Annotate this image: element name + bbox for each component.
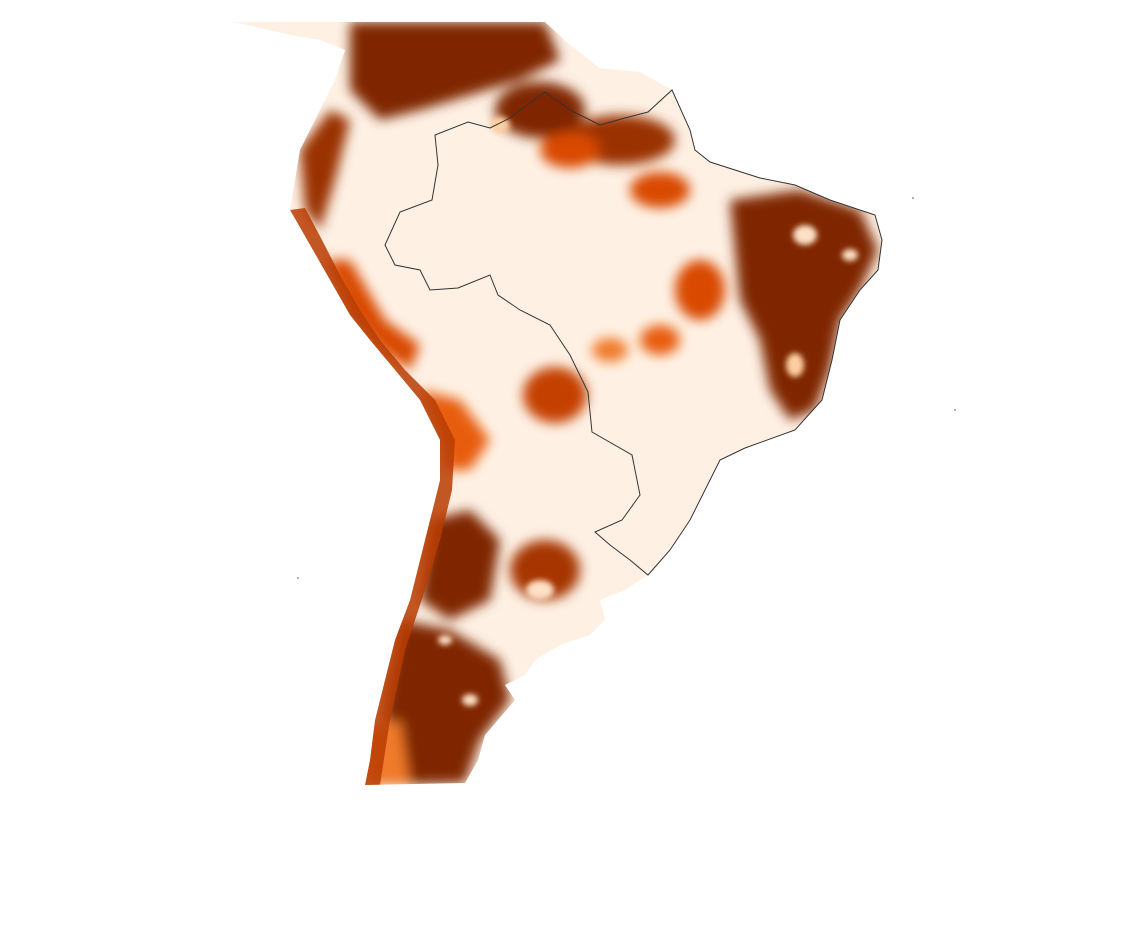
patch-central-east	[640, 325, 680, 355]
intensity-layer	[290, 22, 878, 785]
patch-central-east-2	[592, 338, 628, 362]
patch-north-coast	[350, 22, 560, 120]
country-boundary	[384, 89, 883, 576]
spot-light-pat-2	[438, 635, 452, 645]
island-dot	[912, 197, 914, 199]
island-dot	[954, 409, 956, 411]
patch-andes-central	[325, 260, 420, 370]
patch-brazil-northeast	[730, 190, 878, 420]
spot-light-ne-2	[842, 249, 858, 261]
island-dot	[297, 577, 299, 579]
spot-light-pampas	[526, 580, 554, 600]
patch-northeast-west	[675, 260, 725, 320]
patch-patagonia-south	[380, 620, 510, 785]
patch-chaco	[523, 367, 587, 423]
spot-light-ne-1	[793, 225, 817, 245]
spot-light-pat-1	[462, 694, 478, 706]
patch-pampas	[510, 540, 580, 600]
patch-amazon-north	[630, 172, 690, 208]
patch-guiana-inner	[540, 132, 600, 168]
patch-andes-north	[300, 110, 350, 230]
patch-guiana-highlands	[495, 82, 585, 138]
spot-light-ne-3	[786, 353, 804, 377]
